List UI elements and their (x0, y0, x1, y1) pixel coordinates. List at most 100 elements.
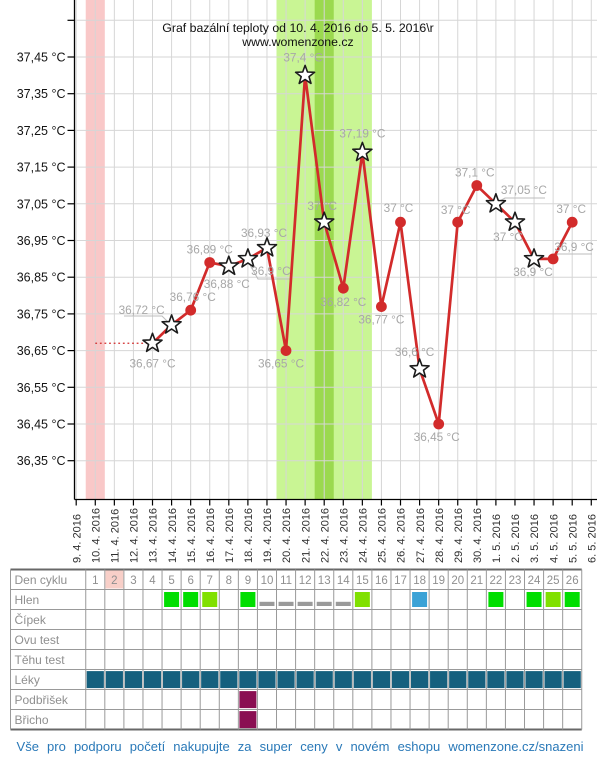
y-tick-label: 36,95 °C (17, 234, 66, 248)
cycle-day-number: 11 (280, 575, 292, 587)
x-tick-label: 15. 4. 2016 (186, 508, 198, 563)
data-point-star (523, 248, 545, 268)
leky-mark (162, 671, 181, 689)
table-row-label: Břicho (15, 713, 49, 727)
x-tick-label: 1. 5. 2016 (491, 514, 503, 563)
x-tick-label: 4. 5. 2016 (548, 514, 560, 563)
x-tick-label: 10. 4. 2016 (90, 508, 102, 563)
cycle-day-number: 2 (111, 575, 117, 587)
chart-title: Graf bazální teploty od 10. 4. 2016 do 5… (162, 21, 433, 35)
data-point-dot (204, 257, 216, 268)
hlen-mark-green (564, 592, 580, 607)
x-tick-label: 17. 4. 2016 (224, 508, 236, 563)
table-row-label: Ovu test (15, 633, 60, 647)
cycle-day-number: 23 (509, 575, 522, 587)
cycle-day-number: 14 (337, 575, 350, 587)
hlen-dash-mark (297, 601, 313, 606)
y-axis-labels: 37,45 °C 37,35 °C 37,25 °C 37,15 °C 37,05 °C… (17, 51, 66, 469)
data-point-star (409, 358, 430, 378)
leky-mark (296, 671, 314, 689)
x-tick-label: 18. 4. 2016 (243, 508, 255, 563)
leky-mark (468, 671, 486, 689)
data-point-star (237, 248, 259, 268)
x-tick-label: 3. 5. 2016 (529, 514, 541, 563)
y-tick-label: 36,65 °C (17, 344, 66, 358)
point-value-label: 36,72 °C (119, 303, 166, 317)
data-point-star (256, 237, 278, 257)
cycle-day-number: 18 (413, 575, 426, 587)
cycle-day-number: 16 (375, 575, 388, 587)
leky-mark (201, 671, 219, 689)
leky-mark (220, 671, 238, 689)
x-tick-label: 21. 4. 2016 (300, 508, 312, 563)
y-tick-label: 36,35 °C (17, 454, 66, 468)
hlen-mark-lime (202, 592, 218, 607)
leky-mark (239, 671, 257, 689)
leky-mark (258, 671, 276, 689)
data-point-star (294, 64, 316, 85)
cycle-day-number: 26 (566, 575, 579, 587)
x-tick-label: 11. 4. 2016 (110, 509, 122, 563)
point-value-label: 36,93 °C (241, 226, 288, 240)
leky-mark (487, 671, 505, 689)
y-tick-label: 37,05 °C (17, 197, 66, 211)
leky-mark (124, 671, 143, 689)
leky-mark (563, 671, 581, 689)
axes (67, 0, 597, 506)
cycle-day-number: 7 (207, 575, 213, 587)
data-point-star (161, 314, 182, 334)
leky-mark (430, 671, 448, 689)
cycle-day-number: 10 (261, 575, 274, 587)
point-value-label: 36,76 °C (170, 290, 217, 304)
hlen-mark-green (526, 592, 542, 607)
hlen-dash-mark (335, 601, 351, 606)
cycle-day-number: 12 (299, 575, 312, 587)
promo-banner-text[interactable]: Vše pro podporu početí nakupujte za supe… (16, 739, 584, 754)
point-value-label: 36,88 °C (204, 277, 251, 291)
data-point-star (351, 141, 373, 162)
hlen-mark-green (183, 592, 199, 607)
hlen-mark-blue (412, 592, 428, 607)
x-tick-label: 2. 5. 2016 (510, 514, 522, 563)
table-row-label: Den cyklu (15, 573, 68, 587)
grid-lines (74, 0, 597, 500)
cycle-table: Den cyklu Hlen Čípek Ovu test Těhu test Léky P… (10, 568, 583, 731)
point-value-label: 36,67 °C (129, 356, 176, 370)
table-row-label: Těhu test (15, 653, 66, 667)
point-labels: 36,67 °C 36,72 °C 36,76 °C 36,89 °C 36,88 °C… (119, 50, 595, 444)
hlen-mark-green (164, 592, 180, 607)
hlen-mark-lime (354, 592, 370, 607)
data-points (142, 64, 578, 430)
y-tick-label: 37,25 °C (17, 124, 66, 138)
y-tick-label: 37,35 °C (17, 87, 66, 101)
point-value-label: 36,6 °C (395, 345, 435, 359)
label-leader (249, 264, 291, 280)
label-leader (553, 253, 592, 259)
data-point-dot (337, 282, 349, 294)
x-tick-label: 5. 5. 2016 (567, 514, 579, 563)
cycle-day-number: 17 (394, 575, 407, 587)
table-row-label: Podbřišek (15, 693, 69, 707)
data-point-star (218, 255, 240, 276)
leky-mark (410, 671, 429, 689)
x-tick-label: 29. 4. 2016 (453, 508, 465, 563)
leky-mark (143, 671, 162, 689)
cycle-day-number: 9 (245, 575, 251, 587)
x-tick-label: 16. 4. 2016 (205, 508, 217, 563)
point-value-label: 37 °C (556, 202, 586, 216)
x-tick-label: 24. 4. 2016 (358, 508, 370, 563)
x-tick-label: 23. 4. 2016 (338, 508, 350, 563)
cycle-day-number: 5 (168, 575, 174, 587)
leky-mark (372, 671, 391, 689)
hlen-mark-green (488, 592, 504, 607)
cycle-day-number: 1 (92, 575, 98, 587)
chart-subtitle: www.womenzone.cz (241, 35, 353, 49)
point-value-label: 36,9 °C (513, 265, 553, 279)
leky-mark (334, 671, 352, 689)
promo-banner[interactable]: Vše pro podporu početí nakupujte za supe… (0, 733, 600, 760)
point-value-label: 37 °C (307, 199, 337, 213)
point-value-label: 37 °C (493, 230, 523, 244)
y-tick-label: 36,85 °C (17, 271, 66, 285)
y-tick-label: 37,45 °C (17, 51, 66, 65)
point-value-label: 37 °C (384, 201, 414, 215)
